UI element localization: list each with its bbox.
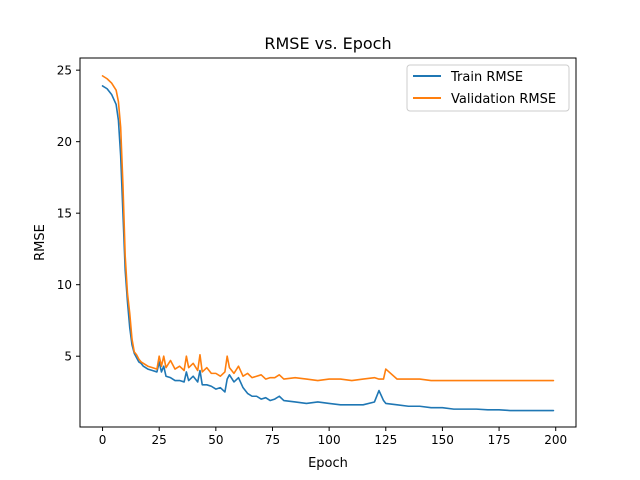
y-tick-label: 15: [57, 207, 72, 221]
x-tick-label: 75: [265, 433, 280, 447]
x-axis-ticks: 0 25 50 75 100 125 150 175 200: [99, 427, 567, 447]
x-tick-label: 0: [99, 433, 107, 447]
y-axis-label: RMSE: [33, 224, 48, 261]
x-tick-label: 100: [318, 433, 341, 447]
y-tick-label: 20: [57, 135, 72, 149]
x-tick-label: 175: [488, 433, 511, 447]
y-axis-ticks: 5 10 15 20 25: [57, 64, 80, 364]
y-tick-label: 25: [57, 64, 72, 78]
validation-rmse-line: [101, 75, 555, 382]
legend-label-train: Train RMSE: [450, 70, 523, 85]
x-tick-label: 50: [208, 433, 223, 447]
x-tick-label: 25: [152, 433, 167, 447]
x-axis-label: Epoch: [308, 456, 348, 471]
plot-frame: [79, 57, 577, 428]
legend-label-validation: Validation RMSE: [451, 92, 556, 107]
legend-frame: [406, 64, 570, 112]
x-tick-label: 125: [374, 433, 397, 447]
x-tick-label: 200: [544, 433, 567, 447]
x-tick-label: 150: [431, 433, 454, 447]
legend: Train RMSE Validation RMSE: [406, 64, 570, 112]
chart-title: RMSE vs. Epoch: [264, 34, 391, 53]
plot-lines: [101, 75, 555, 412]
y-tick-label: 5: [64, 350, 72, 364]
train-rmse-line: [101, 85, 555, 412]
y-tick-label: 10: [57, 278, 72, 292]
